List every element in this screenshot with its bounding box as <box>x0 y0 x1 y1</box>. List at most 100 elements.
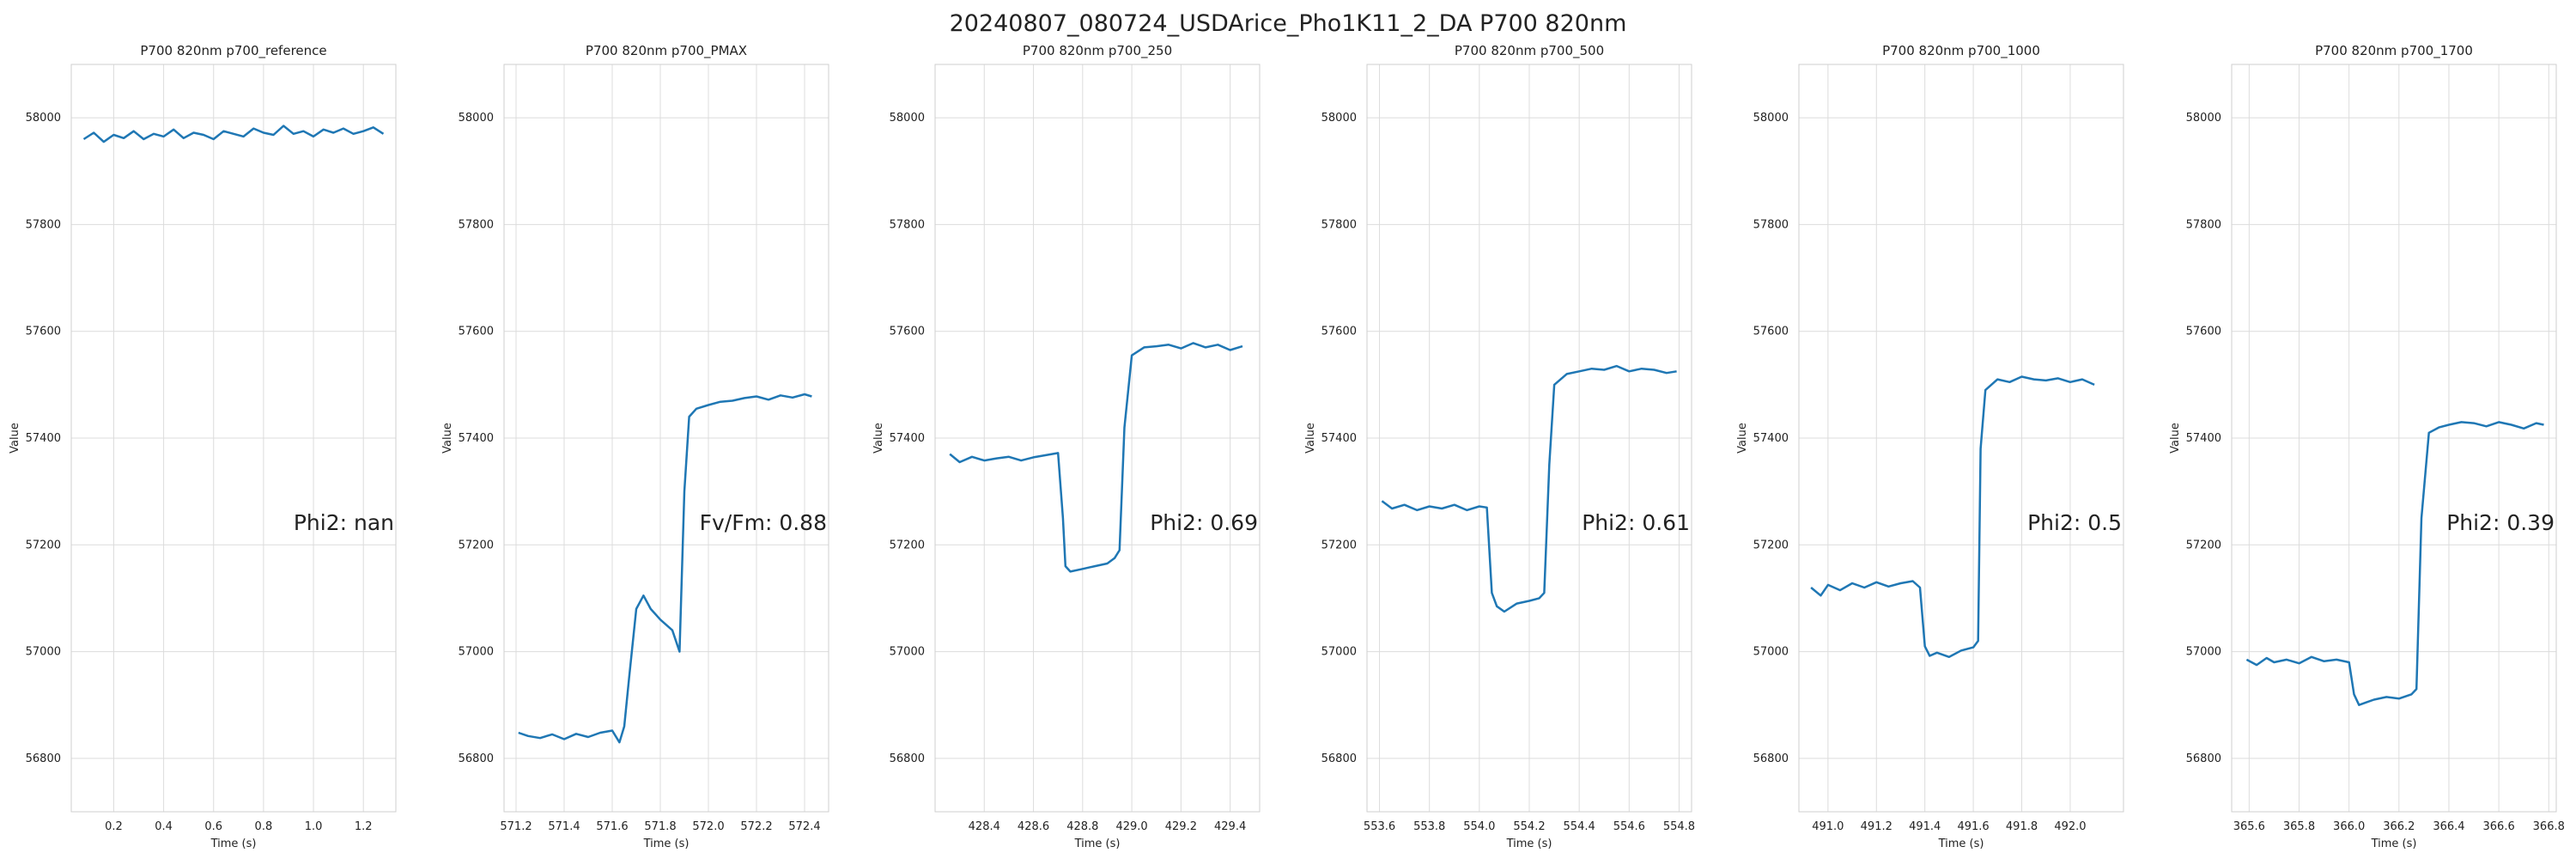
x-tick-label: 0.6 <box>204 820 222 833</box>
x-tick-label: 571.6 <box>596 820 628 833</box>
series-line <box>1381 364 1677 613</box>
y-tick-label: 57000 <box>890 646 925 659</box>
y-tick-label: 58000 <box>459 112 494 125</box>
x-tick-label: 553.8 <box>1413 820 1445 833</box>
y-tick-label: 57200 <box>459 539 494 551</box>
y-tick-label: 56800 <box>890 752 925 765</box>
x-tick-label: 365.8 <box>2283 820 2315 833</box>
x-axis-label: Time (s) <box>2371 838 2417 850</box>
x-tick-label: 554.6 <box>1613 820 1645 833</box>
y-tick-label: 57400 <box>26 432 61 445</box>
subplot-2: 571.2 571.4 571.6 571.8 572.0 572.2 572.4 56800… <box>441 43 829 850</box>
series-line <box>1810 375 2095 659</box>
y-axis-label: Value <box>441 423 454 454</box>
x-tick-label: 491.0 <box>1812 820 1844 833</box>
y-tick-label: 57200 <box>890 539 925 551</box>
plot-frame <box>2231 64 2557 813</box>
y-tick-label: 58000 <box>26 112 61 125</box>
subplot-title: P700 820nm p700_reference <box>140 43 326 59</box>
x-tick-label: 491.8 <box>2006 820 2038 833</box>
y-tick-label: 57600 <box>459 326 494 338</box>
x-tick-label: 571.8 <box>644 820 676 833</box>
figure-title: 20240807_080724_USDArice_Pho1K11_2_DA P7… <box>949 10 1627 37</box>
plot-frame <box>934 64 1261 813</box>
phi-annotation: Phi2: 0.5 <box>2027 510 2122 535</box>
phi-annotation: Phi2: 0.61 <box>1582 510 1690 535</box>
y-tick-label: 57600 <box>1753 326 1789 338</box>
x-tick-label: 571.2 <box>500 820 532 833</box>
y-tick-label: 56800 <box>1321 752 1357 765</box>
y-tick-label: 57800 <box>890 218 925 231</box>
x-axis-label: Time (s) <box>643 838 690 850</box>
x-tick-label: 366.8 <box>2533 820 2565 833</box>
y-tick-label: 56800 <box>1753 752 1789 765</box>
y-tick-label: 57800 <box>1753 218 1789 231</box>
subplot-6: 365.6 365.8 366.0 366.2 366.4 366.6 366.8 56800… <box>2169 43 2565 850</box>
y-axis-label: Value <box>9 423 21 454</box>
x-tick-label: 571.4 <box>548 820 580 833</box>
y-tick-label: 57400 <box>459 432 494 445</box>
phi-annotation: Phi2: 0.69 <box>1150 510 1258 535</box>
subplot-title: P700 820nm p700_PMAX <box>586 43 747 59</box>
x-tick-label: 554.2 <box>1513 820 1545 833</box>
x-axis-label: Time (s) <box>1506 838 1552 850</box>
x-tick-label: 572.4 <box>788 820 820 833</box>
subplot-title: P700 820nm p700_1700 <box>2315 43 2473 59</box>
y-tick-label: 57400 <box>890 432 925 445</box>
series-line <box>949 342 1243 573</box>
x-tick-label: 491.4 <box>1909 820 1941 833</box>
y-tick-label: 57800 <box>459 218 494 231</box>
y-tick-label: 57800 <box>2186 218 2221 231</box>
y-tick-label: 57600 <box>26 326 61 338</box>
x-tick-label: 492.0 <box>2054 820 2086 833</box>
y-axis-label: Value <box>1736 423 1749 454</box>
x-tick-label: 365.6 <box>2233 820 2265 833</box>
x-tick-label: 1.0 <box>305 820 323 833</box>
y-tick-label: 58000 <box>1753 112 1789 125</box>
subplot-4: 553.6 553.8 554.0 554.2 554.4 554.6 554.8 56800… <box>1304 43 1695 850</box>
x-tick-label: 428.8 <box>1066 820 1098 833</box>
x-tick-label: 0.8 <box>255 820 273 833</box>
subplot-title: P700 820nm p700_1000 <box>1882 43 2040 59</box>
y-tick-label: 57800 <box>26 218 61 231</box>
y-tick-label: 57000 <box>1321 646 1357 659</box>
subplot-title: P700 820nm p700_250 <box>1023 43 1172 59</box>
x-tick-label: 366.4 <box>2433 820 2464 833</box>
y-tick-label: 57800 <box>1321 218 1357 231</box>
y-axis-label: Value <box>1304 423 1317 454</box>
x-tick-label: 428.6 <box>1018 820 1049 833</box>
phi-annotation: Fv/Fm: 0.88 <box>700 510 827 535</box>
y-tick-label: 58000 <box>1321 112 1357 125</box>
x-tick-label: 0.2 <box>105 820 123 833</box>
subplot-5: 491.0 491.2 491.4 491.6 491.8 492.0 56800 57000… <box>1736 43 2124 850</box>
series-line <box>518 393 812 744</box>
y-tick-label: 57400 <box>1753 432 1789 445</box>
plot-frame <box>503 64 829 813</box>
y-axis-label: Value <box>872 423 885 454</box>
phi-annotation: Phi2: nan <box>294 510 394 535</box>
y-axis-label: Value <box>2169 423 2182 454</box>
x-tick-label: 1.2 <box>355 820 373 833</box>
y-tick-label: 57200 <box>26 539 61 551</box>
series-line <box>82 125 385 143</box>
x-axis-label: Time (s) <box>1074 838 1121 850</box>
x-tick-label: 554.4 <box>1564 820 1595 833</box>
subplot-title: P700 820nm p700_500 <box>1455 43 1604 59</box>
y-tick-label: 57000 <box>26 646 61 659</box>
phi-annotation: Phi2: 0.39 <box>2446 510 2555 535</box>
y-tick-label: 56800 <box>459 752 494 765</box>
x-tick-label: 491.2 <box>1861 820 1893 833</box>
x-tick-label: 429.2 <box>1165 820 1197 833</box>
y-tick-label: 56800 <box>26 752 61 765</box>
y-tick-label: 56800 <box>2186 752 2221 765</box>
x-tick-label: 572.2 <box>740 820 772 833</box>
y-tick-label: 57600 <box>890 326 925 338</box>
x-tick-label: 366.0 <box>2333 820 2365 833</box>
y-tick-label: 57000 <box>2186 646 2221 659</box>
subplot-1: 0.2 0.4 0.6 0.8 1.0 1.2 56800 57000 57200 57400 57… <box>9 43 397 850</box>
y-tick-label: 58000 <box>2186 112 2221 125</box>
y-tick-label: 57000 <box>1753 646 1789 659</box>
y-tick-label: 57200 <box>1321 539 1357 551</box>
x-tick-label: 491.6 <box>1957 820 1989 833</box>
